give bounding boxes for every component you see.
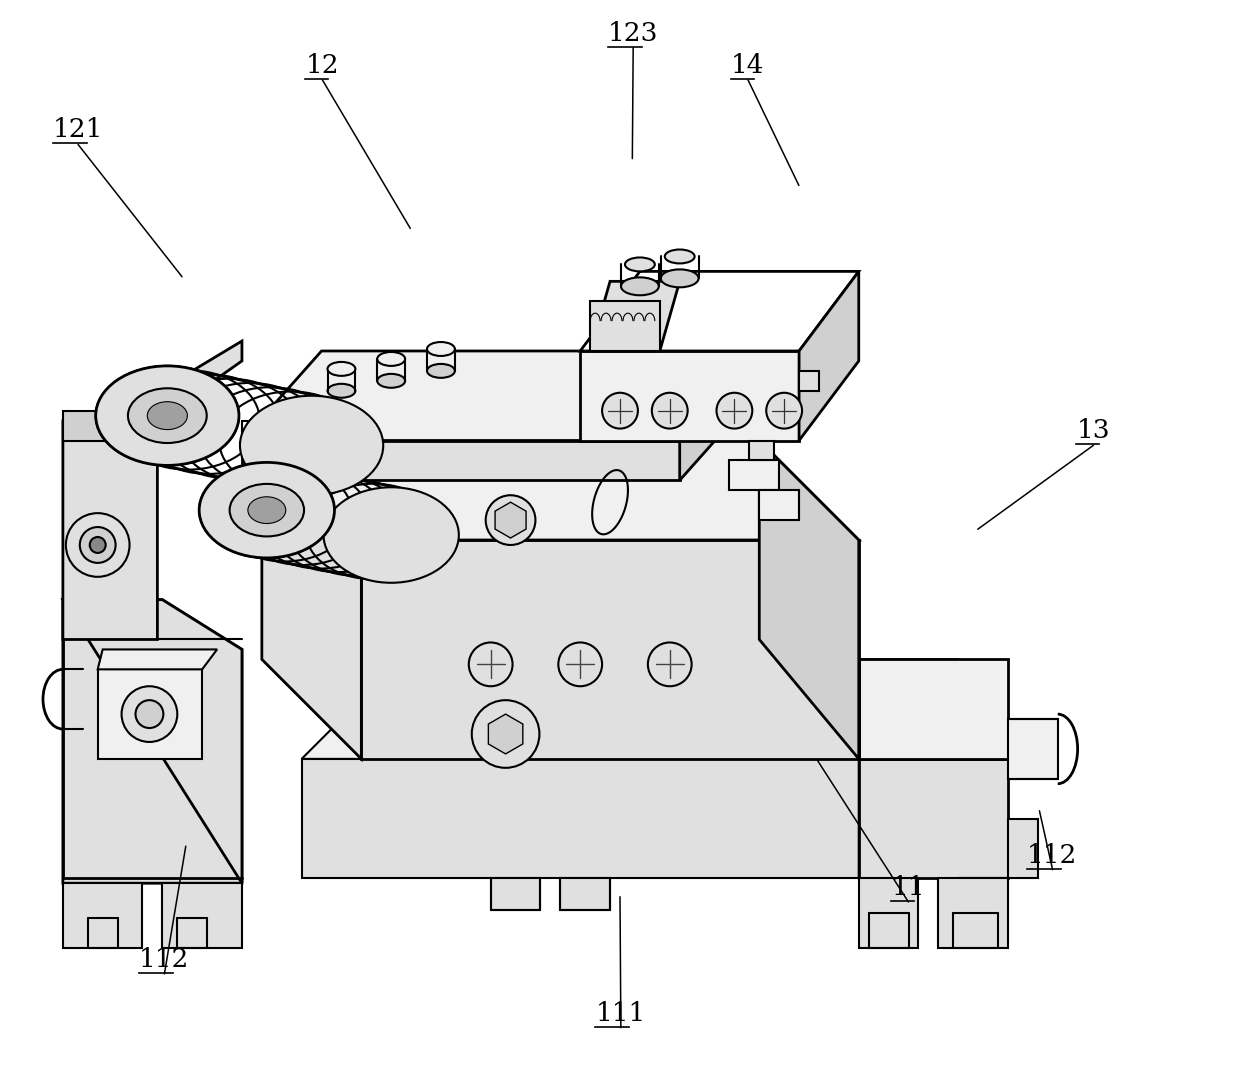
Circle shape bbox=[469, 643, 512, 686]
Polygon shape bbox=[63, 599, 242, 883]
Ellipse shape bbox=[327, 362, 356, 376]
Circle shape bbox=[122, 686, 177, 742]
Polygon shape bbox=[799, 271, 859, 441]
Polygon shape bbox=[242, 441, 680, 481]
Polygon shape bbox=[560, 878, 610, 910]
Ellipse shape bbox=[427, 364, 455, 378]
Ellipse shape bbox=[248, 497, 285, 524]
Polygon shape bbox=[301, 660, 959, 759]
Text: 112: 112 bbox=[139, 947, 190, 972]
Text: 121: 121 bbox=[52, 118, 103, 143]
Circle shape bbox=[486, 496, 536, 545]
Ellipse shape bbox=[327, 383, 356, 397]
Polygon shape bbox=[361, 540, 859, 759]
Ellipse shape bbox=[241, 395, 383, 496]
Ellipse shape bbox=[427, 342, 455, 356]
Ellipse shape bbox=[625, 257, 655, 271]
Circle shape bbox=[66, 513, 129, 577]
Polygon shape bbox=[859, 878, 919, 948]
Polygon shape bbox=[759, 441, 859, 759]
Polygon shape bbox=[98, 670, 202, 759]
Polygon shape bbox=[939, 878, 1008, 948]
Polygon shape bbox=[242, 351, 759, 441]
Text: 12: 12 bbox=[305, 53, 339, 78]
Polygon shape bbox=[98, 649, 217, 670]
Polygon shape bbox=[859, 759, 1008, 878]
Circle shape bbox=[471, 700, 539, 768]
Polygon shape bbox=[301, 759, 859, 878]
Circle shape bbox=[79, 527, 115, 563]
Polygon shape bbox=[590, 281, 680, 351]
Polygon shape bbox=[262, 441, 859, 540]
Text: 13: 13 bbox=[1076, 418, 1110, 443]
Circle shape bbox=[603, 393, 637, 429]
Polygon shape bbox=[162, 883, 242, 948]
Polygon shape bbox=[590, 301, 660, 351]
Ellipse shape bbox=[377, 374, 405, 388]
Text: 112: 112 bbox=[1027, 842, 1078, 867]
Circle shape bbox=[647, 643, 692, 686]
Ellipse shape bbox=[621, 278, 658, 295]
Ellipse shape bbox=[324, 487, 459, 583]
Polygon shape bbox=[859, 868, 899, 878]
Polygon shape bbox=[959, 819, 1038, 878]
Polygon shape bbox=[491, 878, 541, 910]
Polygon shape bbox=[749, 441, 774, 460]
Circle shape bbox=[766, 393, 802, 429]
Polygon shape bbox=[580, 271, 859, 351]
Polygon shape bbox=[729, 460, 779, 490]
Ellipse shape bbox=[229, 484, 304, 537]
Circle shape bbox=[89, 537, 105, 553]
Circle shape bbox=[558, 643, 603, 686]
Circle shape bbox=[652, 393, 688, 429]
Polygon shape bbox=[799, 370, 818, 391]
Polygon shape bbox=[680, 351, 759, 481]
Polygon shape bbox=[63, 599, 242, 883]
Polygon shape bbox=[262, 441, 361, 759]
Ellipse shape bbox=[200, 462, 335, 558]
Polygon shape bbox=[63, 410, 157, 441]
Circle shape bbox=[717, 393, 753, 429]
Polygon shape bbox=[63, 883, 143, 948]
Polygon shape bbox=[1008, 719, 1058, 779]
Polygon shape bbox=[495, 502, 526, 538]
Polygon shape bbox=[859, 660, 959, 878]
Polygon shape bbox=[489, 714, 523, 754]
Text: 111: 111 bbox=[595, 1001, 646, 1026]
Ellipse shape bbox=[661, 269, 698, 287]
Ellipse shape bbox=[95, 366, 239, 465]
Text: 123: 123 bbox=[608, 21, 658, 45]
Polygon shape bbox=[919, 868, 959, 878]
Polygon shape bbox=[759, 490, 799, 521]
Polygon shape bbox=[580, 351, 799, 441]
Ellipse shape bbox=[148, 402, 187, 430]
Ellipse shape bbox=[128, 389, 207, 443]
Text: 11: 11 bbox=[892, 875, 925, 900]
Circle shape bbox=[135, 700, 164, 728]
Ellipse shape bbox=[377, 352, 405, 366]
Polygon shape bbox=[859, 660, 1008, 759]
Text: 14: 14 bbox=[732, 53, 765, 78]
Polygon shape bbox=[63, 341, 242, 639]
Ellipse shape bbox=[665, 249, 694, 264]
